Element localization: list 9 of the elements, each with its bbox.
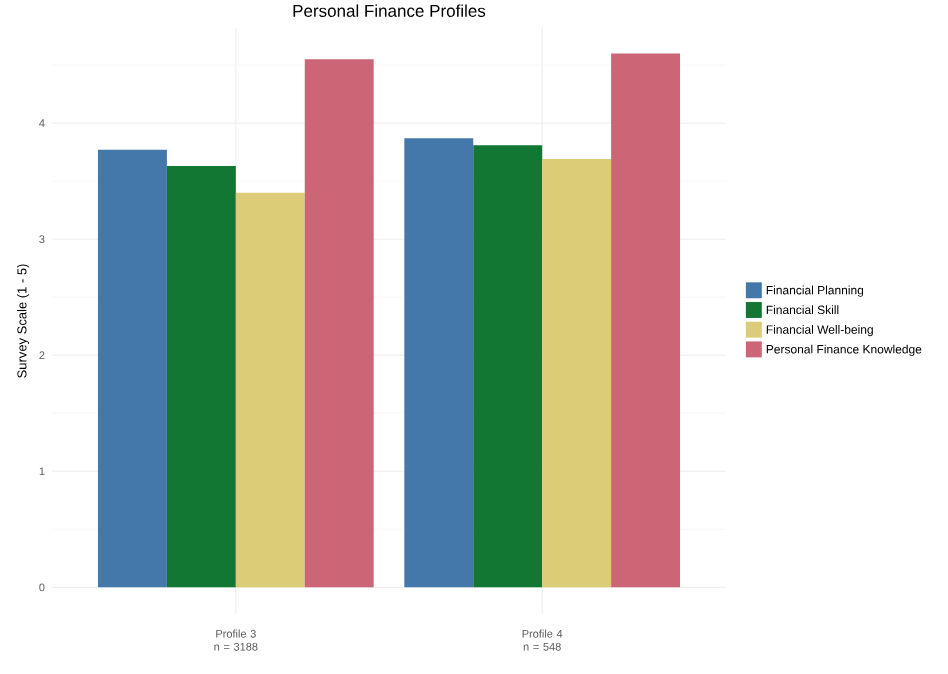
bar (404, 138, 474, 588)
bar (304, 59, 374, 588)
bar (235, 192, 305, 588)
bar (166, 166, 236, 588)
bar (542, 159, 612, 588)
chart-title: Personal Finance Profiles (293, 4, 486, 17)
bar (611, 53, 681, 588)
bar (97, 149, 167, 588)
bar (473, 145, 543, 588)
